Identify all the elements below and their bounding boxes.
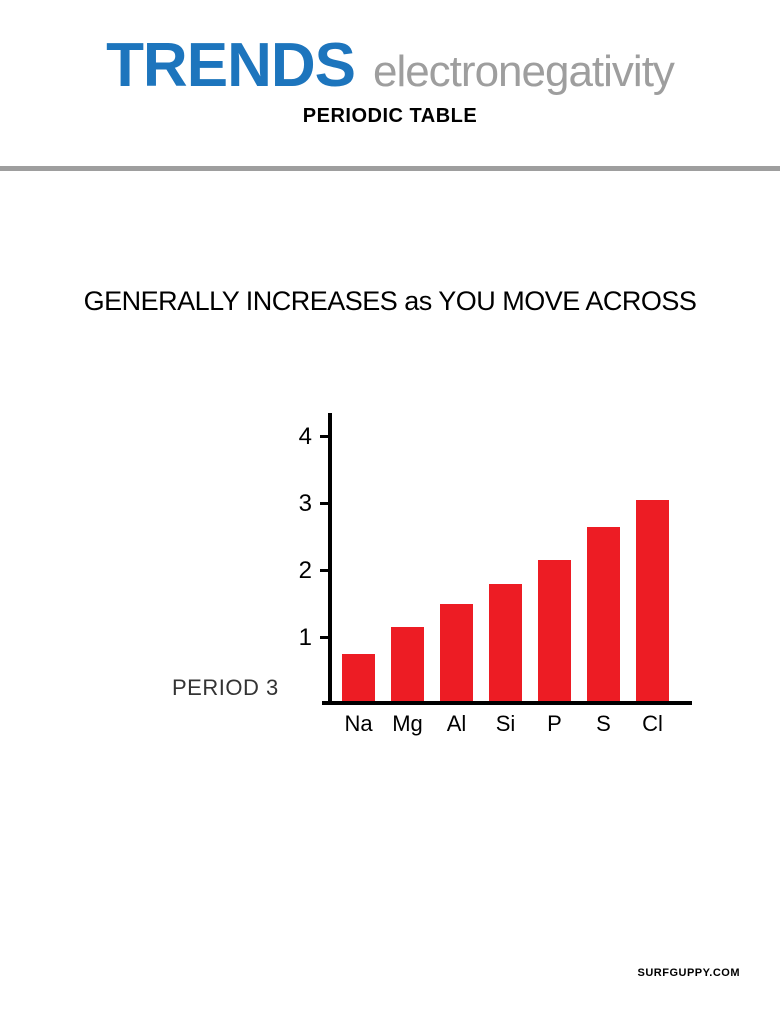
x-axis <box>322 701 692 705</box>
y-axis <box>328 413 332 705</box>
y-tick-label: 2 <box>290 557 312 585</box>
footer-credit: SURFGUPPY.COM <box>638 967 740 979</box>
y-tick-label: 4 <box>290 423 312 451</box>
x-label: P <box>538 711 571 737</box>
bar <box>538 560 571 701</box>
subtitle: PERIODIC TABLE <box>0 105 780 128</box>
x-label: Si <box>489 711 522 737</box>
bar <box>342 654 375 701</box>
chart-heading: GENERALLY INCREASES as YOU MOVE ACROSS <box>0 286 780 317</box>
x-label: Mg <box>391 711 424 737</box>
bar <box>489 584 522 701</box>
title-row: TRENDS electronegativity <box>0 30 780 101</box>
y-tick-label: 3 <box>290 490 312 518</box>
y-tick <box>320 435 332 438</box>
y-tick <box>320 502 332 505</box>
title-sub: electronegativity <box>373 47 674 97</box>
y-tick <box>320 569 332 572</box>
period-label: PERIOD 3 <box>172 675 279 701</box>
bar <box>391 627 424 701</box>
x-label: Cl <box>636 711 669 737</box>
x-label: S <box>587 711 620 737</box>
y-tick-label: 1 <box>290 624 312 652</box>
x-labels: Na Mg Al Si PS Cl <box>342 711 669 737</box>
bar <box>440 604 473 701</box>
divider <box>0 166 780 171</box>
bars-area <box>342 500 669 701</box>
bar <box>636 500 669 701</box>
title-main: TRENDS <box>106 30 355 101</box>
header: TRENDS electronegativity PERIODIC TABLE <box>0 0 780 128</box>
y-tick <box>320 636 332 639</box>
bar <box>587 527 620 701</box>
x-label: Na <box>342 711 375 737</box>
x-label: Al <box>440 711 473 737</box>
chart-container: PERIOD 3 1 2 3 4 Na Mg Al Si PS Cl <box>90 387 690 747</box>
